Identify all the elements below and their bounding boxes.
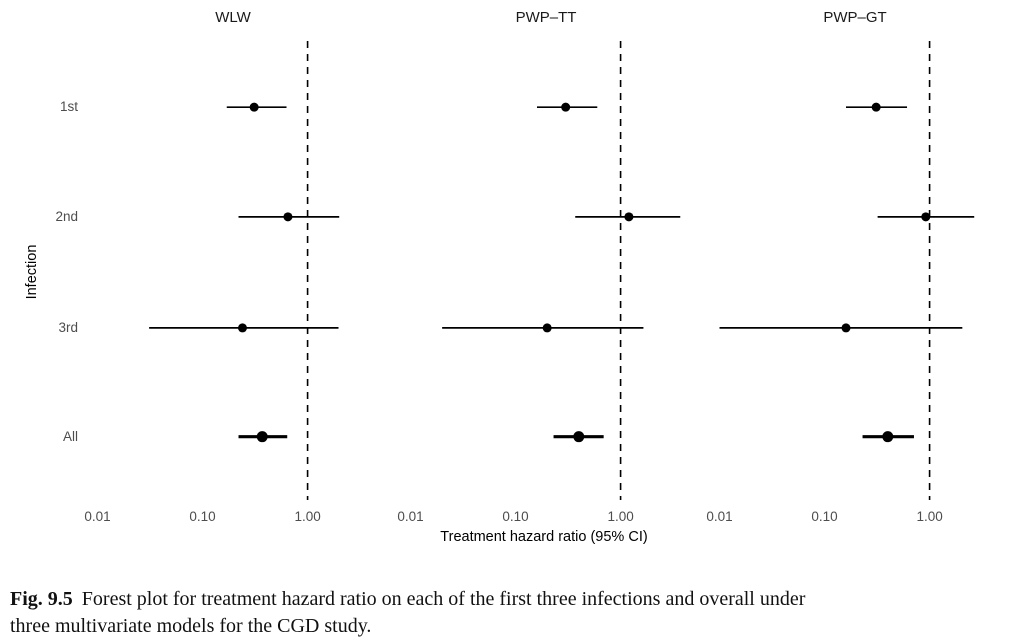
x-tick-label: 1.00 — [607, 509, 634, 524]
x-tick-label: 0.01 — [397, 509, 424, 524]
caption-text-1: Forest plot for treatment hazard ratio o… — [81, 588, 806, 610]
y-tick-label-all: All — [62, 428, 78, 444]
forest-plot: Infection WLW 0.01 0.10 1.00 PWP–TT 0.01 0.10 1… — [24, 9, 975, 545]
panel-title-pwp-tt: PWP–TT — [515, 9, 577, 26]
y-tick-label-3rd: 3rd — [58, 319, 78, 335]
x-tick-label: 0.01 — [706, 509, 733, 524]
point-estimate — [542, 323, 552, 333]
y-tick-label-2nd: 2nd — [55, 208, 78, 224]
point-estimate — [624, 212, 634, 222]
plot-canvas — [149, 41, 975, 500]
x-tick-label: 0.10 — [502, 509, 529, 524]
point-estimate — [871, 102, 881, 112]
caption-line-1: Fig. 9.5 Forest plot for treatment hazard… — [10, 586, 1016, 613]
point-estimate — [283, 212, 293, 222]
point-estimate — [573, 431, 585, 443]
point-estimate — [921, 212, 931, 222]
point-estimate — [561, 102, 571, 112]
panel-title-pwp-gt: PWP–GT — [823, 9, 887, 26]
y-axis-title: Infection — [24, 244, 40, 300]
figure-number-label: Fig. 9.5 — [10, 588, 73, 610]
panel-title-wlw: WLW — [215, 9, 251, 26]
point-estimate — [882, 431, 894, 443]
x-tick-label: 0.10 — [811, 509, 838, 524]
point-estimate — [237, 323, 247, 333]
figure-caption: Fig. 9.5 Forest plot for treatment hazard… — [10, 586, 1016, 640]
x-tick-label: 0.01 — [84, 509, 111, 524]
point-estimate — [249, 102, 259, 112]
point-estimate — [256, 431, 268, 443]
y-tick-label-1st: 1st — [59, 99, 78, 115]
x-tick-label: 0.10 — [189, 509, 216, 524]
x-tick-label: 1.00 — [916, 509, 943, 524]
point-estimate — [841, 323, 851, 333]
x-axis-title: Treatment hazard ratio (95% CI) — [440, 529, 648, 545]
x-tick-label: 1.00 — [294, 509, 321, 524]
caption-line-2: three multivariate models for the CGD st… — [10, 615, 372, 637]
